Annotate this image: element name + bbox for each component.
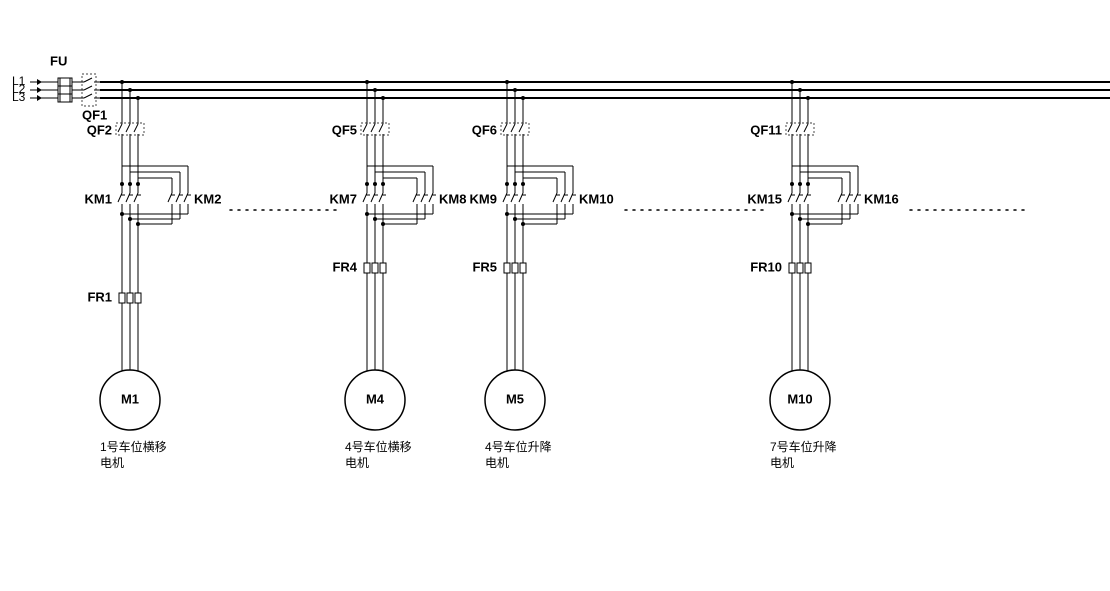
thermal-relay-label: FR5 — [472, 259, 497, 274]
motor-desc-2: 电机 — [100, 456, 124, 470]
branch: QF11 KM15 KM16 FR10 M10 7号车位升降电机 — [747, 80, 898, 470]
contactor-left-label: KM15 — [747, 191, 782, 206]
motor-desc-2: 电机 — [485, 456, 509, 470]
main-breaker-label: QF1 — [82, 107, 107, 122]
contactor-left-label: KM9 — [470, 191, 497, 206]
fuse-label: FU — [50, 53, 67, 68]
contactor-left-label: KM7 — [330, 191, 357, 206]
motor-desc-1: 4号车位横移 — [345, 439, 412, 454]
breaker-label: QF2 — [87, 122, 112, 137]
circuit-diagram: FUL1L2L3QF1QF2KM1KM2FR1M11号车位横移电机QF5KM7K… — [0, 0, 1110, 591]
motor-desc-2: 电机 — [770, 456, 794, 470]
breaker-label: QF5 — [332, 122, 357, 137]
motor-label: M4 — [366, 391, 385, 406]
branch: QF2 KM1 KM2 FR1 M1 1号车位横移电机 — [85, 80, 222, 470]
motor-desc-2: 电机 — [345, 456, 369, 470]
motor-desc-1: 1号车位横移 — [100, 439, 167, 454]
supply: FUL1L2L3QF1 — [12, 53, 1110, 122]
motor-label: M1 — [121, 391, 139, 406]
motor-label: M5 — [506, 391, 524, 406]
phase-label: L3 — [12, 90, 26, 104]
motor-label: M10 — [787, 391, 812, 406]
contactor-right-label: KM2 — [194, 191, 221, 206]
branch: QF6 KM9 KM10 FR5 M5 4号车位升降电机 — [470, 80, 614, 470]
contactor-right-label: KM8 — [439, 191, 466, 206]
motor-desc-1: 4号车位升降 — [485, 439, 552, 454]
contactor-right-label: KM10 — [579, 191, 614, 206]
thermal-relay-label: FR1 — [87, 289, 112, 304]
contactor-right-label: KM16 — [864, 191, 899, 206]
breaker-label: QF6 — [472, 122, 497, 137]
thermal-relay-label: FR10 — [750, 259, 782, 274]
breaker-label: QF11 — [750, 122, 782, 137]
thermal-relay-label: FR4 — [332, 259, 357, 274]
motor-desc-1: 7号车位升降 — [770, 439, 837, 454]
contactor-left-label: KM1 — [85, 191, 112, 206]
branch: QF5 KM7 KM8 FR4 M4 4号车位横移电机 — [330, 80, 467, 470]
